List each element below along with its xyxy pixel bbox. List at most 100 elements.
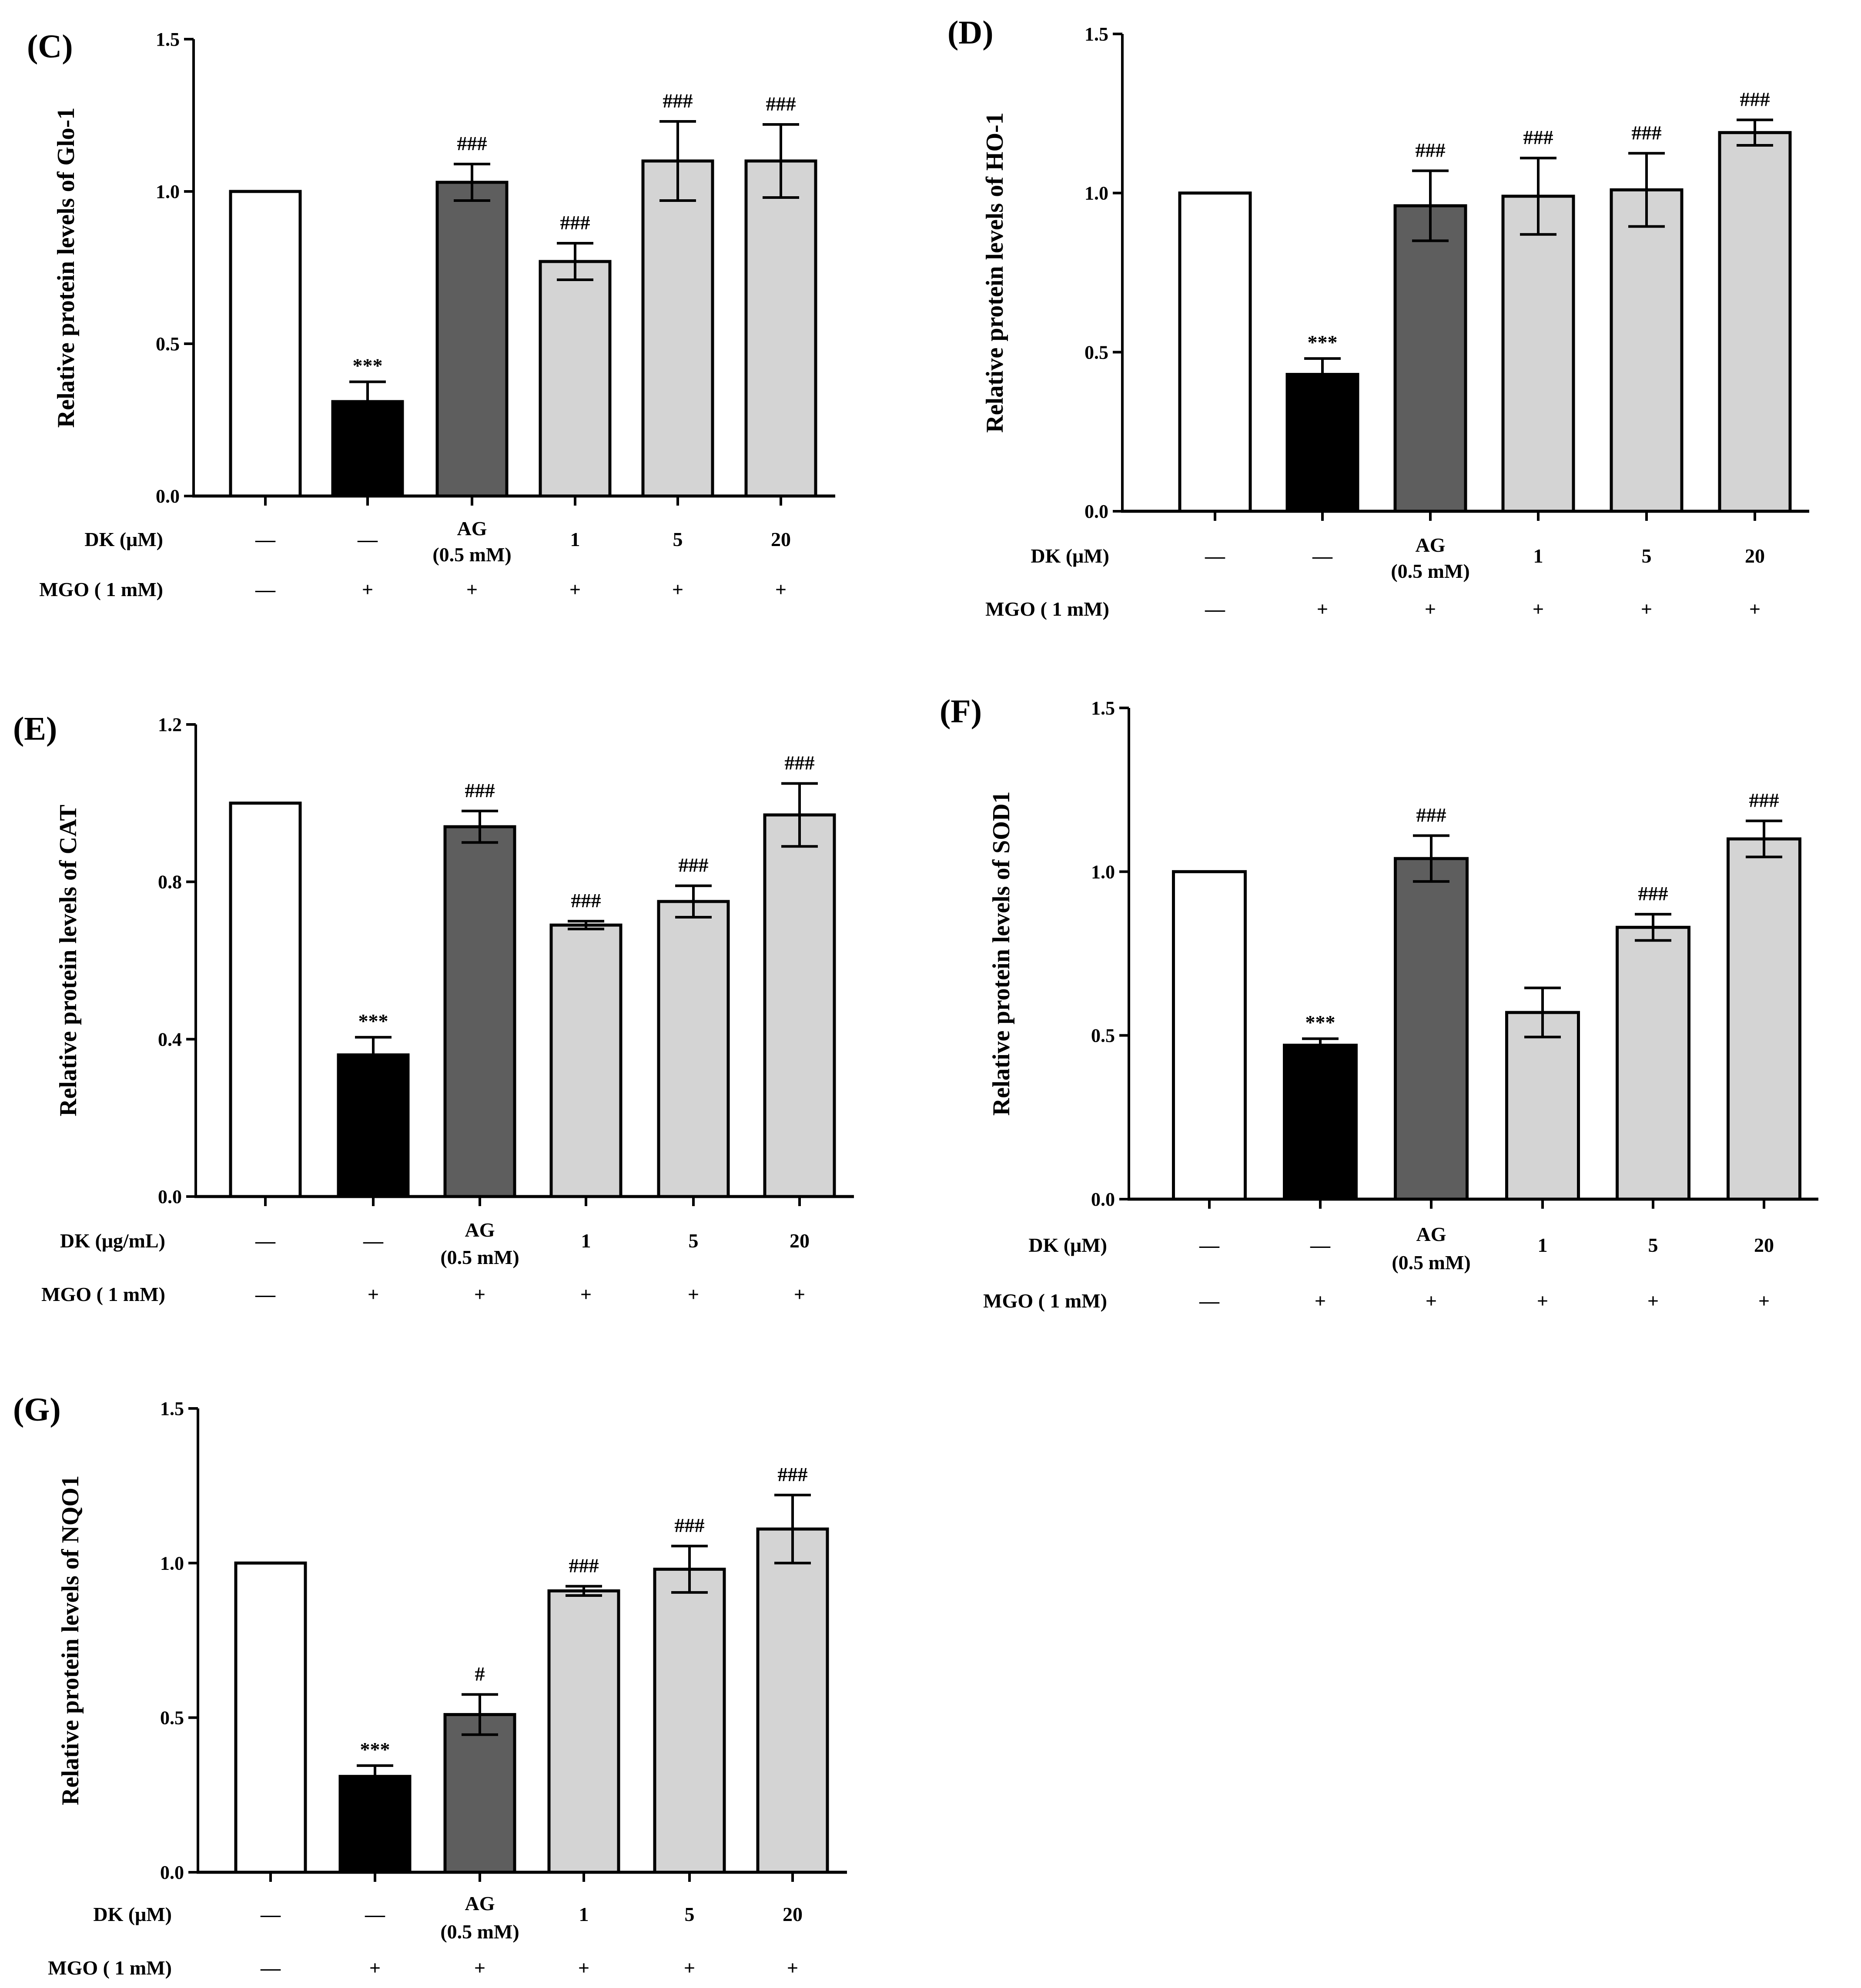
bar-0 xyxy=(229,801,302,1198)
dk-row-value: 5 xyxy=(689,1230,699,1252)
y-tick-label: 0.0 xyxy=(158,1186,182,1207)
mgo-row-value: + xyxy=(1426,1290,1437,1312)
y-axis-label: Relative protein levels of HO-1 xyxy=(981,112,1008,432)
significance-label: ### xyxy=(1416,804,1446,826)
panel-label: (G) xyxy=(13,1391,61,1428)
bar-4 xyxy=(657,900,730,1198)
dk-row-value: — xyxy=(260,1903,281,1925)
y-tick-label: 0.0 xyxy=(1091,1189,1115,1210)
panel-label: (E) xyxy=(13,711,57,747)
error-bar-4 xyxy=(671,1545,708,1594)
mgo-row-title: MGO ( 1 mM) xyxy=(985,598,1109,620)
mgo-row-value: — xyxy=(260,1957,281,1979)
dk-row-value: 20 xyxy=(771,528,791,550)
significance-label: ### xyxy=(1416,139,1446,161)
mgo-row-value: + xyxy=(1533,598,1544,620)
y-tick-label: 1.0 xyxy=(160,1552,184,1574)
mgo-row-value: — xyxy=(1205,598,1225,620)
panel-label: (D) xyxy=(947,14,994,51)
mgo-row-value: + xyxy=(580,1283,592,1305)
error-bar-2 xyxy=(1412,169,1449,242)
ag-concentration: (0.5 mM) xyxy=(432,543,511,566)
mgo-row-value: + xyxy=(684,1957,695,1979)
significance-label: *** xyxy=(1305,1011,1336,1033)
mgo-row-value: + xyxy=(474,1283,485,1305)
y-tick-label: 1.5 xyxy=(1084,23,1108,45)
dk-row-value: — xyxy=(365,1903,385,1925)
bar-4 xyxy=(641,159,714,498)
bar-5 xyxy=(1718,131,1792,513)
y-axis-label: Relative protein levels of SOD1 xyxy=(988,791,1015,1116)
bar-1 xyxy=(337,1053,410,1198)
error-bar-1 xyxy=(349,380,386,423)
y-axis-label: Relative protein levels of NQO1 xyxy=(57,1475,84,1805)
error-bar-5 xyxy=(781,782,818,848)
y-axis-label: Relative protein levels of Glo-1 xyxy=(53,107,80,428)
y-tick-label: 1.0 xyxy=(1084,183,1108,204)
dk-row-value: 5 xyxy=(673,528,683,550)
dk-row-value: 1 xyxy=(1533,545,1543,567)
panel-e: (E) Relative protein levels of CAT 0.0 0.4 0… xyxy=(13,711,854,1305)
y-tick-label: 1.5 xyxy=(1091,697,1115,719)
dk-row-value: 5 xyxy=(685,1903,695,1925)
mgo-row-value: + xyxy=(474,1957,485,1979)
bar-5 xyxy=(756,1527,829,1874)
significance-label: ### xyxy=(569,1555,599,1577)
error-bar-3 xyxy=(1524,986,1561,1039)
bar-5 xyxy=(744,159,817,498)
mgo-row-value: + xyxy=(1749,598,1761,620)
mgo-row-value: + xyxy=(1758,1290,1770,1312)
bar-3 xyxy=(549,923,623,1198)
panel-c: (C) Relative protein levels of Glo-1 0.0 0.… xyxy=(27,28,835,600)
significance-label: ### xyxy=(778,1463,808,1485)
significance-label: ### xyxy=(457,132,487,154)
significance-label: *** xyxy=(358,1010,388,1032)
significance-label: ### xyxy=(1749,789,1779,811)
bar-5 xyxy=(763,813,836,1198)
dk-row-value: AG xyxy=(465,1219,495,1241)
dk-row-value: AG xyxy=(457,517,487,540)
dk-row-value: AG xyxy=(465,1892,495,1914)
panel-label: (F) xyxy=(940,693,982,730)
y-tick-label: 1.5 xyxy=(160,1398,184,1419)
y-tick-label: 0.0 xyxy=(160,1862,184,1883)
mgo-row-value: + xyxy=(369,1957,381,1979)
ag-concentration: (0.5 mM) xyxy=(1392,1251,1470,1274)
y-tick-label: 0.4 xyxy=(158,1029,182,1050)
bar-2 xyxy=(443,1713,516,1874)
significance-label: ### xyxy=(465,779,495,801)
bar-2 xyxy=(435,181,509,498)
error-bar-3 xyxy=(1520,157,1556,236)
significance-label: *** xyxy=(353,355,383,377)
mgo-row-value: + xyxy=(794,1283,805,1305)
dk-row-value: — xyxy=(1199,1234,1220,1256)
mgo-row-value: + xyxy=(1317,598,1328,620)
significance-label: ### xyxy=(663,90,693,112)
ag-concentration: (0.5 mM) xyxy=(440,1246,519,1268)
dk-row-value: — xyxy=(357,528,378,550)
y-axis-label: Relative protein levels of CAT xyxy=(55,805,82,1116)
significance-label: ### xyxy=(1523,126,1553,148)
mgo-row-value: + xyxy=(688,1283,699,1305)
ag-concentration: (0.5 mM) xyxy=(1391,560,1469,582)
error-bar-4 xyxy=(659,120,696,202)
significance-label: *** xyxy=(1308,331,1338,353)
significance-label: # xyxy=(475,1663,485,1685)
panel-g: (G) Relative protein levels of NQO1 0.0 0.5… xyxy=(13,1391,847,1979)
mgo-row-title: MGO ( 1 mM) xyxy=(41,1283,165,1305)
error-bar-1 xyxy=(1304,357,1341,392)
y-tick-label: 1.2 xyxy=(158,714,182,735)
error-bar-5 xyxy=(1746,819,1782,858)
y-tick-label: 0.0 xyxy=(1084,501,1108,522)
dk-row-value: AG xyxy=(1416,534,1446,556)
mgo-row-title: MGO ( 1 mM) xyxy=(48,1957,172,1979)
dk-row-title: DK (μM) xyxy=(1028,1234,1107,1256)
significance-label: ### xyxy=(1632,121,1662,144)
error-bar-4 xyxy=(1635,913,1671,942)
bar-4 xyxy=(1610,188,1684,513)
dk-row-title: DK (μM) xyxy=(1031,545,1109,567)
significance-label: ### xyxy=(1740,88,1770,110)
y-tick-label: 1.0 xyxy=(156,181,180,202)
dk-row-title: DK (μM) xyxy=(84,528,163,550)
